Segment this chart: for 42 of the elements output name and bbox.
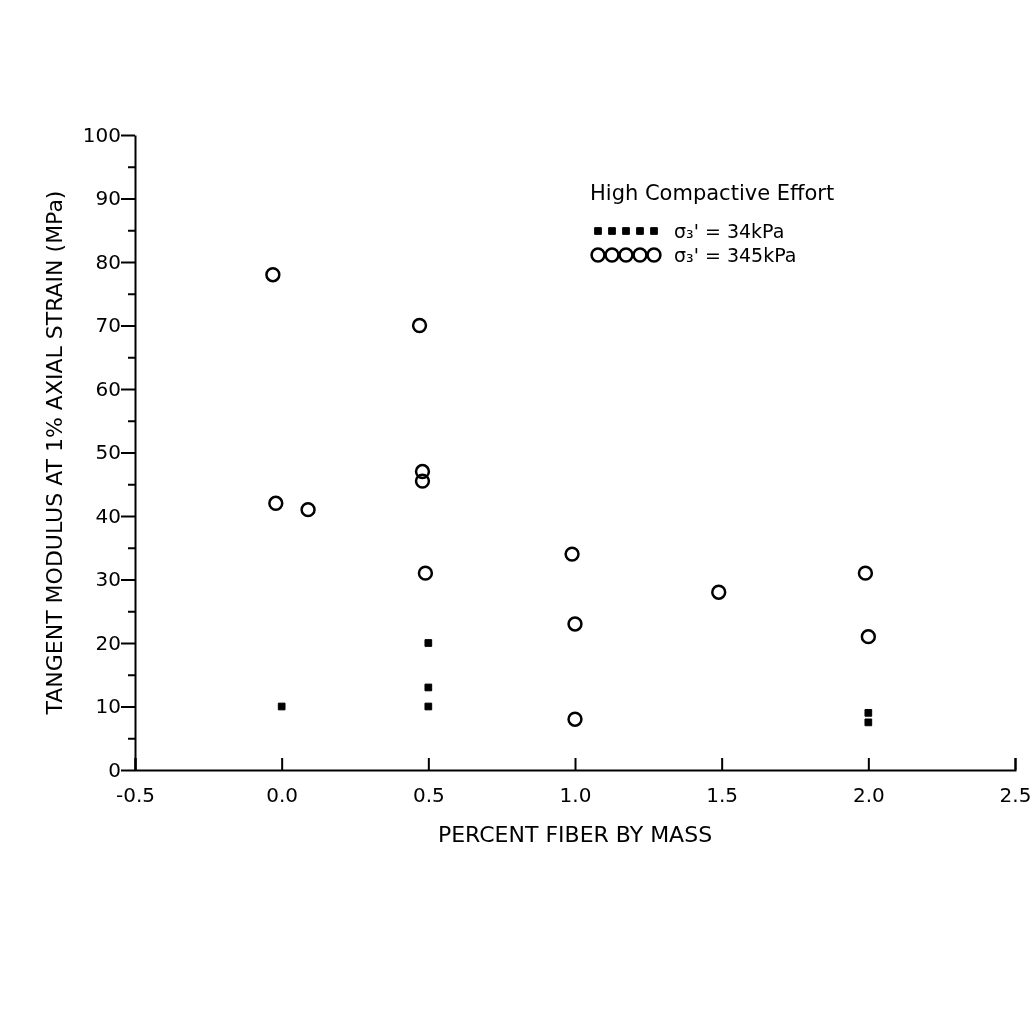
y-tick-label: 40 [95,503,121,528]
x-tick-label: 2.5 [999,783,1032,808]
legend-title: High Compactive Effort [590,181,835,205]
point [860,628,877,645]
y-tick-label: 20 [95,630,121,655]
legend-label: σ₃' = 345kPa [674,244,797,266]
y-tick-label: 10 [95,694,121,719]
y-tick-label: 50 [95,440,121,465]
point [300,501,316,518]
x-tick-label: 1.0 [559,783,592,808]
point [424,683,433,692]
point [414,473,431,489]
point [567,616,583,632]
point [711,584,727,600]
y-tick-label: 70 [95,313,121,338]
y-tick-label: 0 [108,757,121,782]
point [417,565,434,581]
point [411,317,428,334]
point [268,495,284,511]
point [265,267,281,283]
point [857,565,874,581]
point [277,702,286,711]
point [414,463,431,480]
x-tick-label: 0.5 [412,783,445,808]
legend-label: σ₃' = 34kPa [674,220,785,242]
x-tick-label: 1.5 [706,783,739,808]
y-tick-label: 80 [95,249,121,274]
point [564,546,580,562]
x-tick-label: 2.0 [852,783,885,808]
point [424,639,433,647]
point [424,702,433,711]
point [567,711,583,727]
y-tick-label: 30 [95,567,121,592]
y-tick-label: 100 [82,122,121,147]
x-tick-label: -0.5 [115,783,156,808]
x-axis-title: PERCENT FIBER BY MASS [437,822,713,847]
y-tick-label: 90 [95,186,121,211]
x-tick-label: 0.0 [266,783,299,808]
point [864,718,873,727]
point [864,709,873,717]
y-tick-label: 60 [95,376,121,401]
y-axis-title: TANGENT MODULUS AT 1% AXIAL STRAIN (MPa) [42,190,67,716]
